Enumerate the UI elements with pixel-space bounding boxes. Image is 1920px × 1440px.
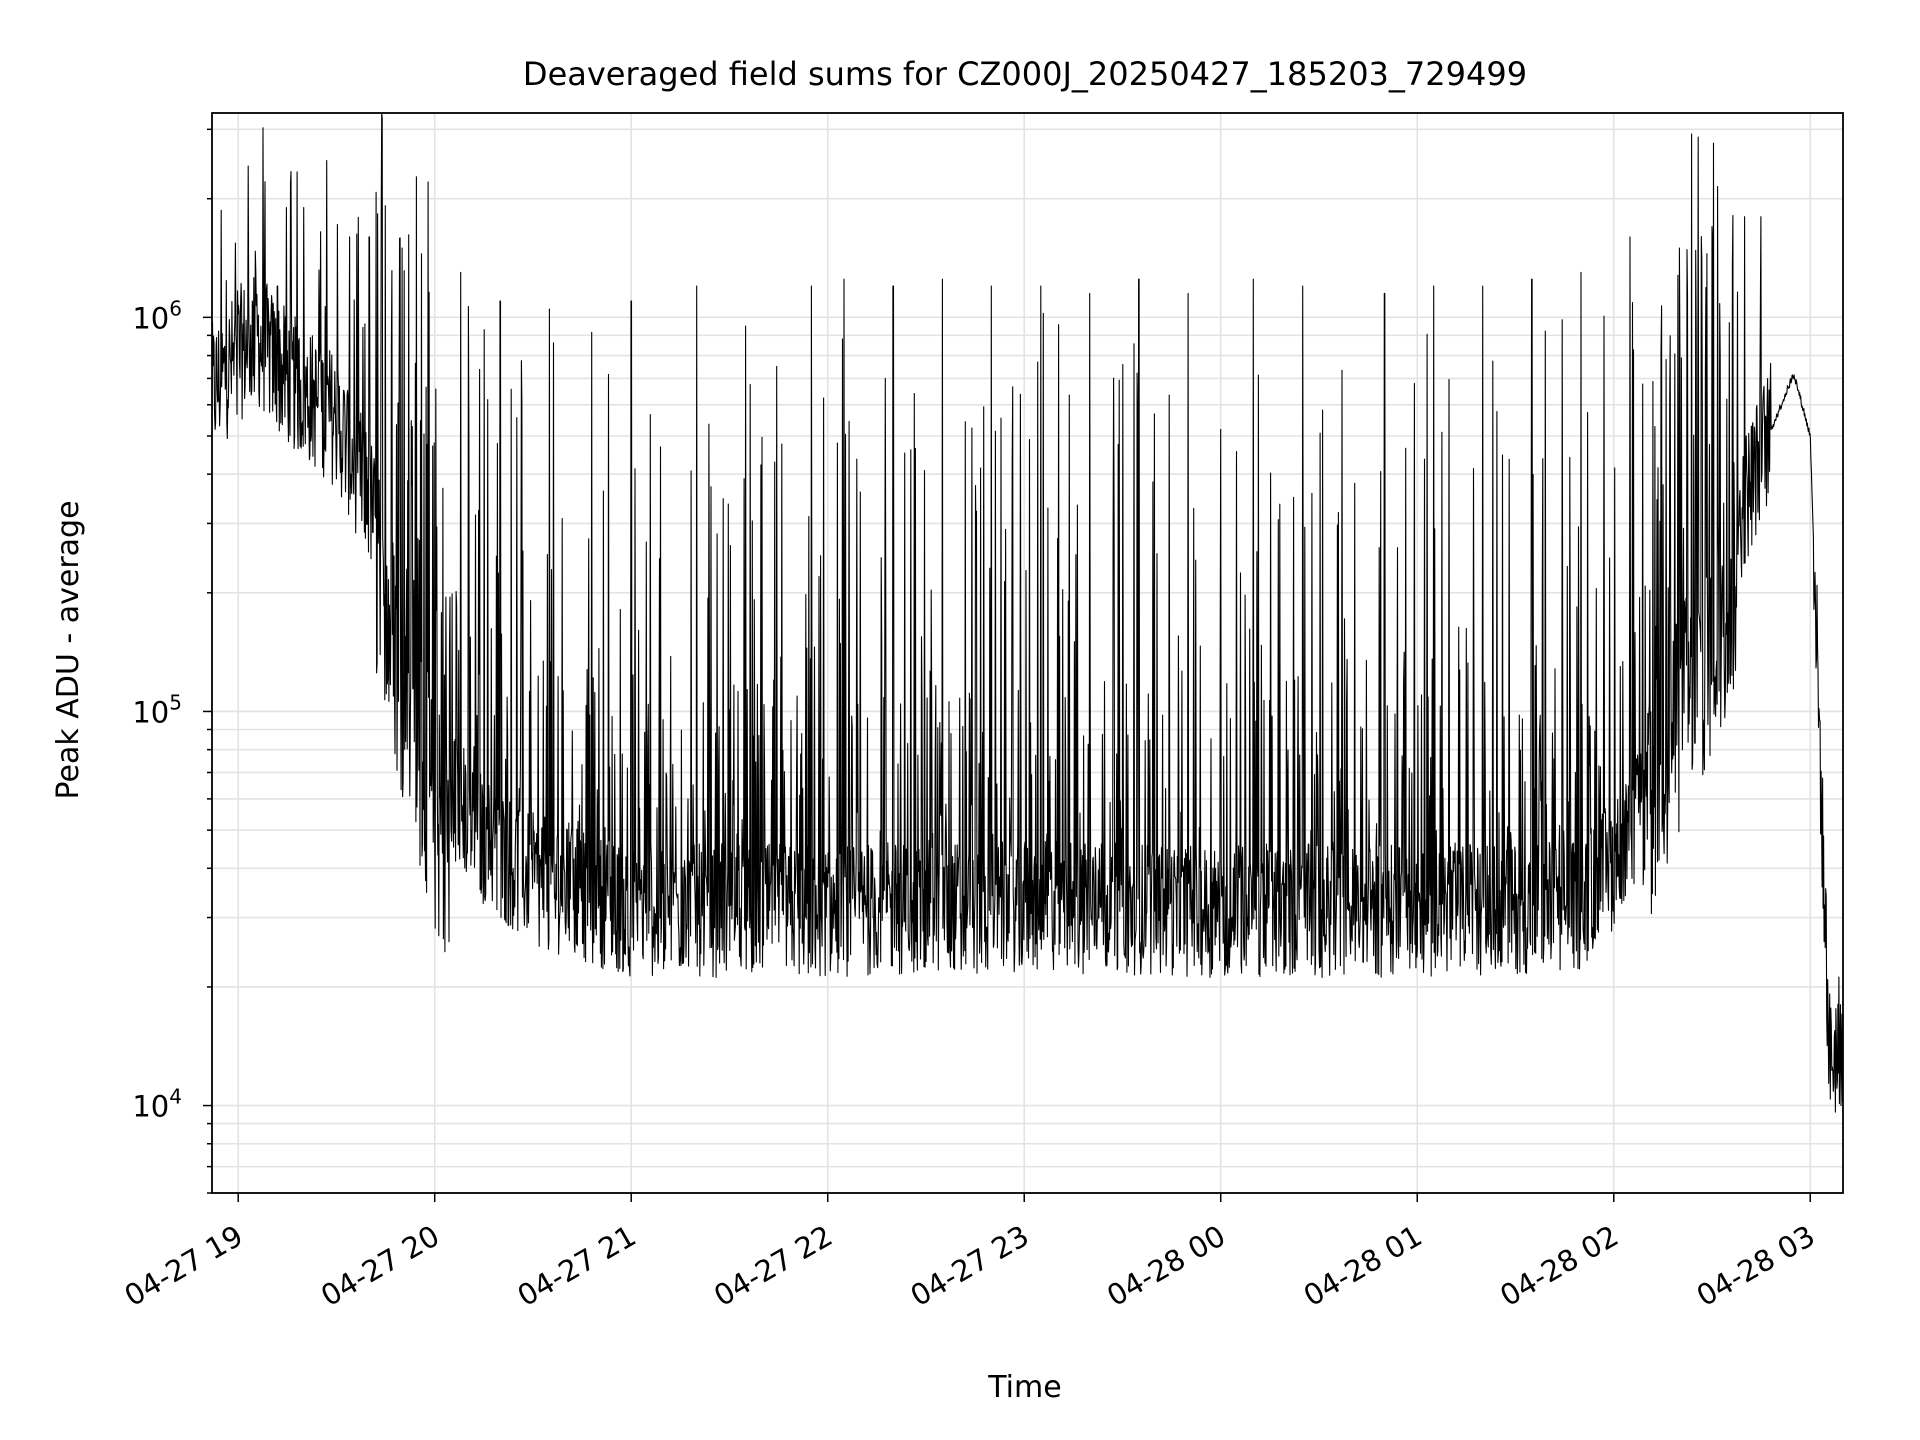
plot-area-frame bbox=[211, 112, 1844, 1194]
chart-title: Deaveraged field sums for CZ000J_2025042… bbox=[523, 55, 1527, 93]
y-tick-label: 105 bbox=[132, 690, 182, 729]
x-axis-label: Time bbox=[987, 1370, 1061, 1405]
y-axis-label: Peak ADU - average bbox=[51, 500, 86, 799]
series-path bbox=[211, 112, 1844, 1113]
y-tick-label: 104 bbox=[132, 1085, 182, 1124]
series-line bbox=[211, 112, 1844, 1113]
y-axis: 104 105 106 bbox=[132, 128, 212, 1194]
y-tick-label: 106 bbox=[132, 296, 182, 335]
